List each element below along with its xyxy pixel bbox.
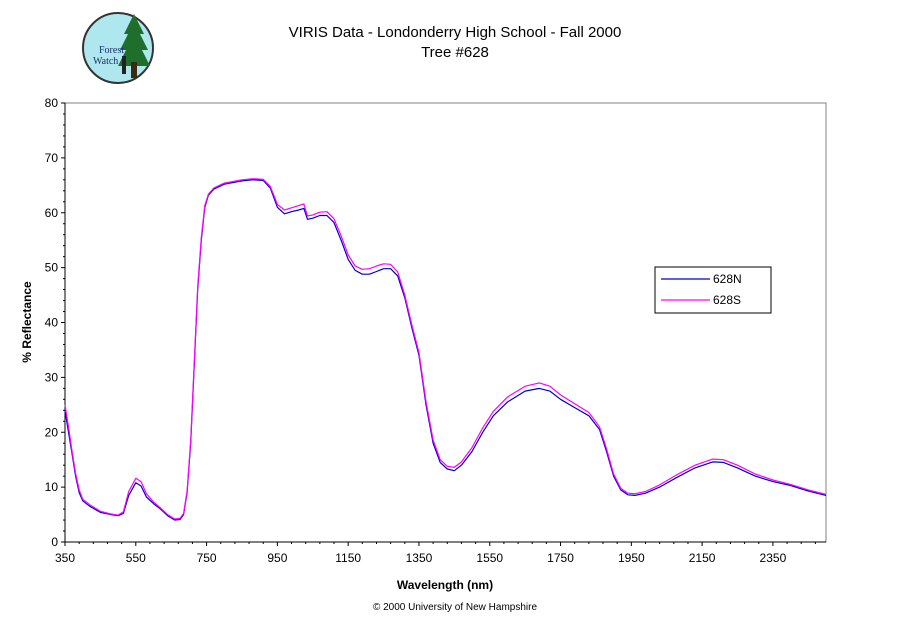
plot-area [64, 102, 827, 543]
x-tick-label: 1950 [618, 551, 645, 565]
x-tick-label: 1550 [476, 551, 503, 565]
series-line-628n [64, 179, 827, 521]
series-line-628s [64, 178, 827, 520]
logo-text-watch: Watch [93, 56, 118, 67]
x-tick-label: 750 [197, 551, 217, 565]
y-tick-label: 20 [45, 425, 59, 439]
x-tick-label: 1750 [547, 551, 574, 565]
legend-label-628n: 628N [713, 272, 742, 286]
y-tick-label: 60 [45, 206, 59, 220]
legend-box [654, 266, 772, 314]
x-tick-label: 2350 [760, 551, 787, 565]
y-axis-label: % Reflectance [20, 281, 34, 363]
x-tick-label: 1150 [335, 551, 361, 565]
y-tick-label: 10 [45, 480, 59, 494]
series-layer [64, 178, 827, 521]
y-tick-label: 40 [45, 316, 59, 330]
legend: 628N 628S [654, 266, 772, 314]
x-axis-ticks: 350 550 750 950 1150 1350 1550 1750 1950 2150 2350 [55, 542, 816, 565]
y-tick-label: 80 [45, 96, 59, 110]
x-tick-label: 1350 [406, 551, 433, 565]
tree-icon [118, 14, 150, 78]
x-tick-label: 350 [55, 551, 75, 565]
y-tick-label: 30 [45, 370, 59, 384]
x-axis-label: Wavelength (nm) [397, 578, 493, 592]
legend-label-628s: 628S [713, 293, 741, 307]
forest-watch-logo: Forest Watch [82, 12, 154, 84]
y-tick-label: 0 [51, 535, 58, 549]
y-tick-label: 50 [45, 261, 59, 275]
y-tick-label: 70 [45, 151, 59, 165]
chart-subtitle: Tree #628 [421, 44, 489, 61]
y-axis-ticks: 0 10 20 30 40 50 60 70 80 [45, 96, 65, 549]
chart-title: VIRIS Data - Londonderry High School - F… [289, 24, 622, 41]
x-tick-label: 550 [126, 551, 146, 565]
x-tick-label: 950 [267, 551, 287, 565]
x-tick-label: 2150 [689, 551, 716, 565]
logo-text-forest: Forest [99, 45, 124, 56]
copyright-text: © 2000 University of New Hampshire [373, 602, 538, 613]
